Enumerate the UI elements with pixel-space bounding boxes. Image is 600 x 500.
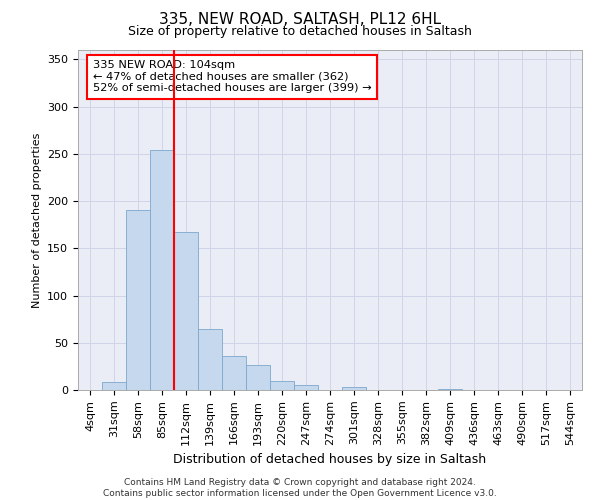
Text: Contains HM Land Registry data © Crown copyright and database right 2024.
Contai: Contains HM Land Registry data © Crown c… <box>103 478 497 498</box>
Y-axis label: Number of detached properties: Number of detached properties <box>32 132 41 308</box>
Bar <box>246 364 270 390</box>
Bar <box>294 386 318 390</box>
Bar <box>150 150 174 390</box>
Bar <box>342 387 366 390</box>
Bar <box>174 232 198 390</box>
Bar <box>222 356 246 390</box>
Text: 335, NEW ROAD, SALTASH, PL12 6HL: 335, NEW ROAD, SALTASH, PL12 6HL <box>159 12 441 28</box>
Bar <box>198 328 222 390</box>
X-axis label: Distribution of detached houses by size in Saltash: Distribution of detached houses by size … <box>173 453 487 466</box>
Bar <box>438 389 462 390</box>
Bar <box>102 382 126 390</box>
Bar <box>270 380 294 390</box>
Text: 335 NEW ROAD: 104sqm
← 47% of detached houses are smaller (362)
52% of semi-deta: 335 NEW ROAD: 104sqm ← 47% of detached h… <box>93 60 372 94</box>
Bar <box>126 210 150 390</box>
Text: Size of property relative to detached houses in Saltash: Size of property relative to detached ho… <box>128 25 472 38</box>
